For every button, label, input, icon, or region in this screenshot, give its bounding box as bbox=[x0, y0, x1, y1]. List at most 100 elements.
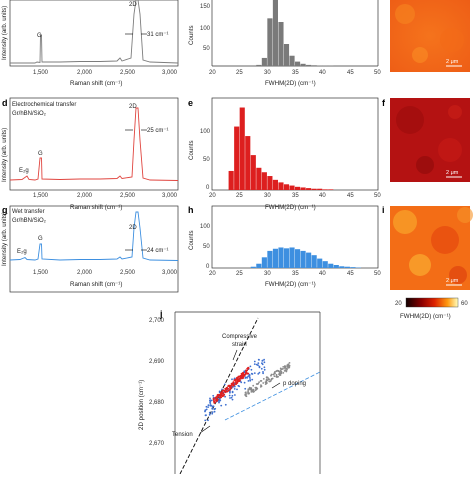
y-axis-label-b: Counts bbox=[188, 25, 195, 45]
scalebar-f: 2 μm bbox=[446, 170, 459, 176]
scatter-point bbox=[219, 397, 221, 399]
x-tick-h: 40 bbox=[319, 271, 326, 277]
histogram-bar bbox=[295, 249, 300, 268]
scatter-point bbox=[258, 359, 260, 361]
bars-b bbox=[256, 0, 333, 66]
scatter-point bbox=[256, 388, 258, 390]
scatter-point bbox=[204, 420, 206, 422]
histogram-bar bbox=[273, 249, 278, 268]
scatter-point bbox=[253, 391, 255, 393]
y-axis-label-d: Intensity (arb. units) bbox=[1, 128, 8, 182]
scatter-point bbox=[212, 395, 214, 397]
x-tick-h: 20 bbox=[209, 271, 216, 277]
panel-letter-f: f bbox=[382, 98, 386, 108]
histogram-bar bbox=[245, 136, 250, 190]
histogram-bar bbox=[284, 44, 289, 66]
panel-letter-h: h bbox=[188, 205, 194, 215]
scatter-point bbox=[284, 370, 286, 372]
scatter-point bbox=[229, 395, 231, 397]
histogram-bar bbox=[262, 58, 267, 66]
x-tick-e: 50 bbox=[374, 193, 381, 199]
scatter-point bbox=[256, 383, 258, 385]
x-tick-h: 50 bbox=[374, 271, 381, 277]
histogram-bar bbox=[301, 64, 306, 66]
fwhm-annotation-d: 25 cm⁻¹ bbox=[147, 128, 169, 134]
scatter-point bbox=[254, 372, 256, 374]
spectrum-d bbox=[10, 108, 178, 181]
scatter-point bbox=[280, 369, 282, 371]
scatter-point bbox=[244, 382, 246, 384]
histogram-bar bbox=[267, 18, 272, 66]
x-tick-d: 2,000 bbox=[77, 193, 93, 199]
scatter-point bbox=[259, 367, 261, 369]
scatter-point bbox=[234, 388, 236, 390]
scatter-point bbox=[282, 368, 284, 370]
panel-f-map: f 2 μm bbox=[382, 98, 470, 182]
scatter-point bbox=[246, 373, 248, 375]
scatter-point bbox=[232, 391, 234, 393]
scatter-point bbox=[244, 388, 246, 390]
scatter-point bbox=[216, 397, 218, 399]
scatter-point bbox=[211, 413, 213, 415]
scatter-point bbox=[250, 366, 252, 368]
x-tick-b: 30 bbox=[264, 70, 271, 76]
scatter-point bbox=[209, 414, 211, 416]
histogram-bar bbox=[240, 108, 245, 190]
histogram-bar bbox=[312, 255, 317, 268]
histogram-bar bbox=[323, 189, 328, 190]
histogram-bar bbox=[278, 182, 283, 190]
y-tick-h: 100 bbox=[200, 224, 211, 230]
histogram-bar bbox=[289, 186, 294, 190]
y-tick-b: 150 bbox=[200, 4, 211, 10]
histogram-bar bbox=[317, 189, 322, 190]
scatter-point bbox=[236, 389, 238, 391]
scatter-point bbox=[209, 399, 211, 401]
x-tick-g: 2,500 bbox=[120, 270, 136, 276]
panel-i-map: i 2 μm bbox=[382, 205, 473, 290]
scatter-j bbox=[204, 359, 290, 422]
scatter-point bbox=[221, 391, 223, 393]
histogram-bar bbox=[278, 247, 283, 268]
scatter-point bbox=[208, 404, 210, 406]
scatter-point bbox=[276, 376, 278, 378]
fwhm-annotation-g: 24 cm⁻¹ bbox=[147, 248, 169, 254]
histogram-bar bbox=[301, 251, 306, 268]
scatter-point bbox=[264, 366, 266, 368]
x-axis-label-a: Raman shift (cm⁻¹) bbox=[70, 80, 122, 87]
scatter-point bbox=[233, 381, 235, 383]
scatter-point bbox=[277, 376, 279, 378]
y-tick-e: 100 bbox=[200, 129, 211, 135]
scatter-point bbox=[234, 379, 236, 381]
colorbar-label: FWHM(2D) (cm⁻¹) bbox=[400, 313, 451, 320]
histogram-bar bbox=[295, 187, 300, 190]
scatter-point bbox=[224, 384, 226, 386]
scatter-point bbox=[245, 391, 247, 393]
scatter-point bbox=[229, 387, 231, 389]
scatter-point bbox=[269, 381, 271, 383]
scatter-point bbox=[237, 377, 239, 379]
scatter-point bbox=[258, 381, 260, 383]
x-tick-d: 3,000 bbox=[162, 193, 178, 199]
histogram-bar bbox=[306, 65, 311, 66]
panel-d-subtitle: Gr/hBN/SiO₂ bbox=[12, 111, 47, 117]
scatter-point bbox=[261, 362, 263, 364]
panel-e: e 100 50 0 Counts 20 25 30 35 40 45 50 F… bbox=[188, 98, 381, 211]
panel-h: h 100 50 0 Counts 20 25 30 35 40 45 50 F… bbox=[188, 205, 381, 288]
x-tick-e: 35 bbox=[292, 193, 299, 199]
scatter-point bbox=[244, 375, 246, 377]
histogram-bar bbox=[284, 184, 289, 190]
scatter-point bbox=[241, 373, 243, 375]
peak-label-e2g: E₂g bbox=[17, 249, 27, 255]
y-axis-label-e: Counts bbox=[188, 140, 195, 160]
peak-label-2d: 2D bbox=[129, 104, 137, 110]
x-tick-a: 3,000 bbox=[162, 70, 178, 76]
scalebar-i: 2 μm bbox=[446, 278, 459, 284]
scatter-point bbox=[222, 395, 224, 397]
scalebar-c: 2 μm bbox=[446, 59, 459, 65]
x-tick-a: 1,500 bbox=[33, 70, 49, 76]
panel-d: d Electrochemical transfer Gr/hBN/SiO₂ E… bbox=[1, 98, 178, 211]
scatter-point bbox=[282, 372, 284, 374]
scatter-point bbox=[251, 379, 253, 381]
scatter-point bbox=[262, 371, 264, 373]
scatter-point bbox=[218, 402, 220, 404]
